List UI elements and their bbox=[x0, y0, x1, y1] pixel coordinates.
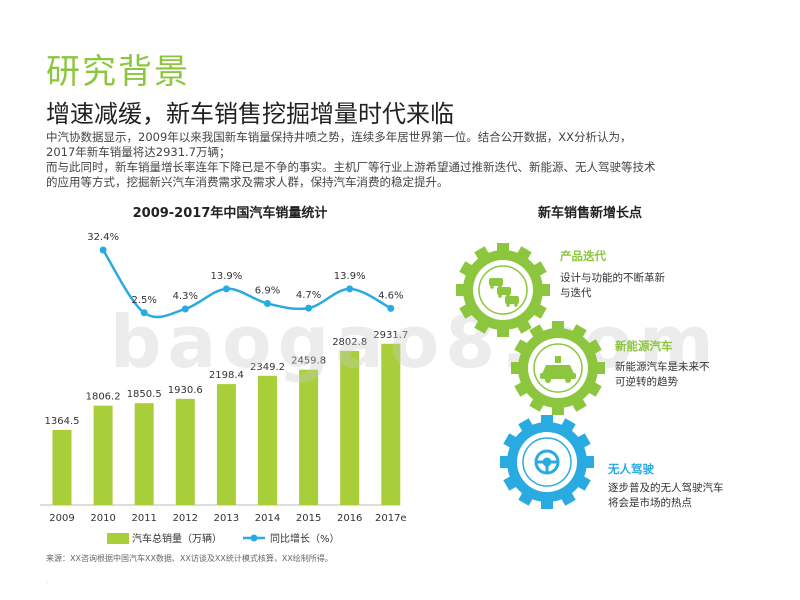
growth-point-2010 bbox=[99, 246, 107, 254]
x-tick-2015: 2015 bbox=[296, 513, 321, 524]
growth-line bbox=[102, 249, 392, 319]
growth-item-desc: 新能源汽车是未来不 可逆转的趋势 bbox=[615, 360, 710, 390]
growth-point-2016 bbox=[346, 285, 354, 293]
gear-autonomous bbox=[497, 412, 597, 512]
x-tick-2016: 2016 bbox=[337, 513, 362, 524]
page-subtitle: 增速减缓，新车销售挖掘增量时代来临 bbox=[46, 100, 454, 128]
growth-label-2013: 13.9% bbox=[211, 271, 243, 282]
bar-2010 bbox=[93, 405, 113, 505]
growth-point-2013 bbox=[222, 285, 230, 293]
growth-label-2012: 4.3% bbox=[173, 291, 198, 302]
bar-label-2012: 1930.6 bbox=[168, 385, 203, 396]
page-title: 研究背景 bbox=[46, 52, 190, 92]
intro-line: 的应用等方式，挖掘新兴汽车消费需求及需求人群，保持汽车消费的稳定提升。 bbox=[46, 175, 449, 189]
growth-point-2015 bbox=[305, 304, 313, 312]
legend-line-label: 同比增长（%） bbox=[270, 532, 340, 545]
x-tick-2017e: 2017e bbox=[375, 513, 407, 524]
x-tick-2010: 2010 bbox=[90, 513, 115, 524]
bar-label-2009: 1364.5 bbox=[45, 416, 80, 427]
legend-bar-swatch bbox=[107, 533, 129, 544]
growth-item-desc: 逐步普及的无人驾驶汽车 将会是市场的热点 bbox=[608, 481, 724, 511]
source-note: 来源：XX咨询根据中国汽车XX数据、XX访谈及XX统计模式核算，XX绘制所得。 bbox=[46, 554, 333, 563]
growth-label-2014: 6.9% bbox=[255, 286, 280, 297]
bar-label-2017e: 2931.7 bbox=[373, 330, 408, 341]
ev-car-icon bbox=[540, 356, 576, 383]
bar-2013 bbox=[216, 384, 236, 505]
x-tick-2011: 2011 bbox=[131, 513, 156, 524]
growth-label-2017e: 4.6% bbox=[378, 290, 403, 301]
bar-label-2016: 2802.8 bbox=[332, 337, 367, 348]
growth-title: 新车销售新增长点 bbox=[537, 206, 642, 221]
intro-text: 中汽协数据显示，2009年以来我国新车销量保持井喷之势，连续多年居世界第一位。结… bbox=[46, 130, 766, 190]
x-tick-2012: 2012 bbox=[173, 513, 198, 524]
growth-point-2011 bbox=[140, 309, 148, 317]
bar-label-2011: 1850.5 bbox=[127, 389, 162, 400]
bar-2015 bbox=[299, 369, 319, 505]
growth-point-2017e bbox=[387, 304, 395, 312]
bar-2012 bbox=[175, 398, 195, 505]
x-tick-2013: 2013 bbox=[214, 513, 239, 524]
gear-product-iteration bbox=[453, 240, 553, 340]
legend-bar-label: 汽车总销量（万辆） bbox=[132, 532, 222, 545]
growth-point-2012 bbox=[181, 305, 189, 313]
growth-desc-line: 逐步普及的无人驾驶汽车 bbox=[608, 482, 724, 494]
bar-label-2010: 1806.2 bbox=[86, 392, 121, 403]
growth-desc-line: 设计与功能的不断革新 bbox=[560, 272, 665, 284]
growth-label-2015: 4.7% bbox=[296, 290, 321, 301]
intro-line: 中汽协数据显示，2009年以来我国新车销量保持井喷之势，连续多年居世界第一位。结… bbox=[46, 130, 632, 144]
growth-label-2016: 13.9% bbox=[334, 271, 366, 282]
growth-item-title: 产品迭代 bbox=[560, 249, 606, 263]
intro-line: 而与此同时，新车销量增长率连年下降已是不争的事实。主机厂等行业上游希望通过推新迭… bbox=[46, 160, 656, 174]
gear-new-energy bbox=[508, 318, 608, 418]
bar-2017e bbox=[381, 343, 401, 505]
growth-desc-line: 可逆转的趋势 bbox=[615, 376, 678, 388]
intro-line: 2017年新车销量将达2931.7万辆； bbox=[46, 145, 231, 159]
growth-point-2014 bbox=[264, 300, 271, 308]
x-tick-2009: 2009 bbox=[49, 513, 74, 524]
growth-label-2010: 32.4% bbox=[87, 232, 119, 243]
x-tick-2014: 2014 bbox=[255, 513, 280, 524]
footer-dot: · bbox=[46, 580, 48, 587]
growth-item-title: 新能源汽车 bbox=[615, 339, 673, 353]
bar-2014 bbox=[258, 375, 277, 505]
cars-icon bbox=[489, 278, 519, 307]
bar-label-2014: 2349.2 bbox=[250, 362, 285, 373]
growth-desc-line: 将会是市场的热点 bbox=[608, 497, 692, 509]
legend-line-marker bbox=[250, 534, 258, 542]
growth-desc-line: 新能源汽车是未来不 bbox=[615, 361, 710, 373]
growth-item-desc: 设计与功能的不断革新 与迭代 bbox=[560, 271, 665, 301]
steering-wheel-icon bbox=[534, 449, 560, 475]
bar-2016 bbox=[340, 350, 360, 505]
growth-desc-line: 与迭代 bbox=[560, 287, 592, 299]
chart-title: 2009-2017年中国汽车销量统计 bbox=[132, 206, 328, 221]
bar-2011 bbox=[134, 403, 154, 505]
bar-label-2013: 2198.4 bbox=[209, 370, 244, 381]
bar-2009 bbox=[52, 429, 72, 505]
growth-label-2011: 2.5% bbox=[131, 295, 156, 306]
growth-item-title: 无人驾驶 bbox=[608, 462, 654, 476]
bar-label-2015: 2459.8 bbox=[291, 356, 326, 367]
